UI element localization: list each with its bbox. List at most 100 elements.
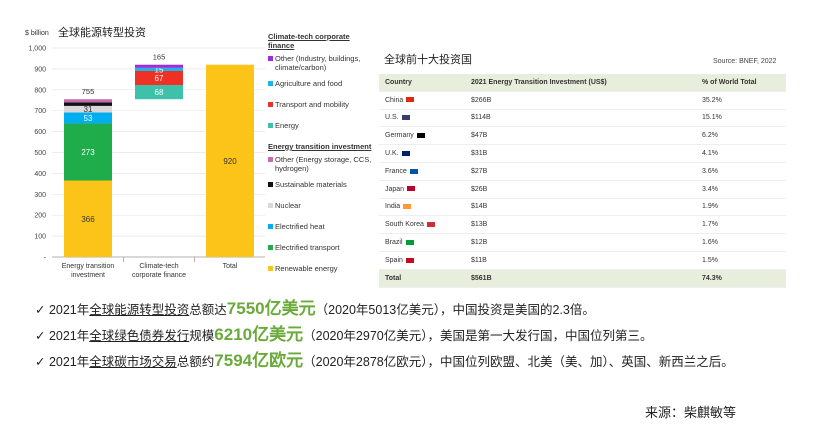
pct-cell: 3.6% xyxy=(696,162,786,181)
legend-item: Electrified transport xyxy=(268,243,378,252)
bullet-highlight: 7550亿美元 xyxy=(226,299,316,318)
country-cell: Spain xyxy=(379,251,465,270)
bullet-item: ✓ 2021年全球能源转型投资总额达7550亿美元（2020年5013亿美元），… xyxy=(35,296,734,322)
total-label: 165 xyxy=(153,53,166,62)
investment-cell: $26B xyxy=(465,180,696,199)
legend-swatch xyxy=(268,245,273,250)
flag-icon xyxy=(405,257,414,263)
header-investment: 2021 Energy Transition Investment (US$) xyxy=(465,74,696,92)
y-tick-label: - xyxy=(44,255,47,262)
bullet-year: 2021年 xyxy=(48,303,90,317)
legend-group-title: Energy transition investment xyxy=(268,142,372,151)
data-label: 67 xyxy=(155,74,164,83)
legend-swatch xyxy=(268,81,273,86)
bullet-detail: （2020年2970亿美元），美国是第一大发行国，中国位列第三。 xyxy=(303,329,653,343)
country-cell: South Korea xyxy=(379,215,465,235)
legend-swatch xyxy=(268,266,273,271)
y-tick-label: 1,000 xyxy=(28,46,46,53)
data-label: 31 xyxy=(84,105,93,114)
check-icon: ✓ xyxy=(35,355,49,369)
bullet-detail: （2020年5013亿美元），中国投资是美国的2.3倍。 xyxy=(315,303,595,317)
chart-legend: Climate-tech corporate finance Other (Ind… xyxy=(268,32,378,285)
bullet-highlight: 7594亿欧元 xyxy=(214,351,304,370)
table-header-row: Country 2021 Energy Transition Investmen… xyxy=(379,74,786,92)
table-row: Germany $47B 6.2% xyxy=(379,126,786,146)
bar-segment xyxy=(64,99,112,103)
bar-segment xyxy=(135,84,183,100)
y-tick-label: 800 xyxy=(34,87,46,94)
bar-segment xyxy=(64,105,112,113)
bar-segment xyxy=(64,180,112,257)
legend-item: Electrified heat xyxy=(268,222,378,231)
pct-cell: 3.4% xyxy=(696,180,786,199)
y-tick-label: 200 xyxy=(34,213,46,220)
table-row: U.S. $114B 15.1% xyxy=(379,109,786,128)
bar-segment xyxy=(64,123,112,181)
legend-item: Nuclear xyxy=(268,201,378,210)
investment-cell: $47B xyxy=(465,126,696,146)
table-row: China $266B 35.2% xyxy=(379,91,786,110)
country-cell: U.S. xyxy=(379,109,465,128)
bullet-item: ✓ 2021年全球碳市场交易总额约7594亿欧元（2020年2878亿欧元），中… xyxy=(35,348,734,374)
data-label: 920 xyxy=(223,157,237,166)
flag-icon xyxy=(405,239,414,245)
legend-item: Transport and mobility xyxy=(268,100,378,109)
pct-cell: 1.9% xyxy=(696,198,786,217)
investment-table: Country 2021 Energy Transition Investmen… xyxy=(379,74,786,288)
legend-label: Electrified heat xyxy=(275,222,325,231)
table-row: U.K. $31B 4.1% xyxy=(379,144,786,163)
bullet-topic: 全球碳市场交易 xyxy=(89,355,177,369)
pct-cell: 6.2% xyxy=(696,126,786,146)
flag-icon xyxy=(406,97,415,103)
y-tick-label: 300 xyxy=(34,192,46,199)
investment-cell: $12B xyxy=(465,233,696,252)
legend-swatch xyxy=(268,56,273,61)
legend-swatch xyxy=(268,203,273,208)
legend-label: Renewable energy xyxy=(275,264,338,273)
investment-cell: $27B xyxy=(465,162,696,181)
table-row: Spain $11B 1.5% xyxy=(379,251,786,270)
y-tick-label: 100 xyxy=(34,234,46,241)
legend-label: Energy xyxy=(275,121,299,130)
x-tick-label: Climate-tech corporate finance xyxy=(132,263,186,279)
investment-cell: $11B xyxy=(465,251,696,270)
y-tick-label: 700 xyxy=(34,108,46,115)
country-cell: China xyxy=(379,91,465,110)
table-row: Japan $26B 3.4% xyxy=(379,180,786,199)
total-label: 755 xyxy=(82,87,95,96)
legend-label: Other (Energy storage, CCS, hydrogen) xyxy=(275,155,372,173)
data-label: 68 xyxy=(155,88,164,97)
data-label: 53 xyxy=(84,114,93,123)
legend-label: Other (Industry, buildings, climate/carb… xyxy=(275,54,361,72)
country-cell: Brazil xyxy=(379,233,465,252)
legend-swatch xyxy=(268,224,273,229)
table-source: Source: BNEF, 2022 xyxy=(713,58,777,65)
bar-segment xyxy=(64,112,112,124)
data-label: 273 xyxy=(81,148,95,157)
data-label: 366 xyxy=(81,215,95,224)
legend-label: Agriculture and food xyxy=(275,79,343,88)
legend-item: Other (Industry, buildings, climate/carb… xyxy=(268,54,378,72)
chart-title: 全球能源转型投资 xyxy=(58,25,146,39)
pct-cell: 1.5% xyxy=(696,251,786,270)
pct-cell: 74.3% xyxy=(696,269,786,288)
bullet-verb: 总额约 xyxy=(176,355,215,369)
bullet-list: ✓ 2021年全球能源转型投资总额达7550亿美元（2020年5013亿美元），… xyxy=(35,296,734,374)
x-tick-label: Total xyxy=(223,263,238,270)
flag-icon xyxy=(401,115,410,121)
table-row: South Korea $13B 1.7% xyxy=(379,215,786,235)
pct-cell: 15.1% xyxy=(696,109,786,128)
y-tick-label: 600 xyxy=(34,129,46,136)
bullet-verb: 规模 xyxy=(189,329,215,343)
bar-segment xyxy=(135,64,183,68)
data-label: 15 xyxy=(155,65,164,74)
legend-label: Sustainable materials xyxy=(275,180,347,189)
table-title: 全球前十大投资国 xyxy=(384,54,472,66)
check-icon: ✓ xyxy=(35,329,49,343)
bullet-topic: 全球绿色债券发行 xyxy=(89,329,190,343)
legend-swatch xyxy=(268,157,273,162)
bullet-verb: 总额达 xyxy=(189,303,227,317)
legend-item: Renewable energy xyxy=(268,264,378,273)
country-cell: India xyxy=(379,198,465,217)
bullet-highlight: 6210亿美元 xyxy=(214,325,304,344)
